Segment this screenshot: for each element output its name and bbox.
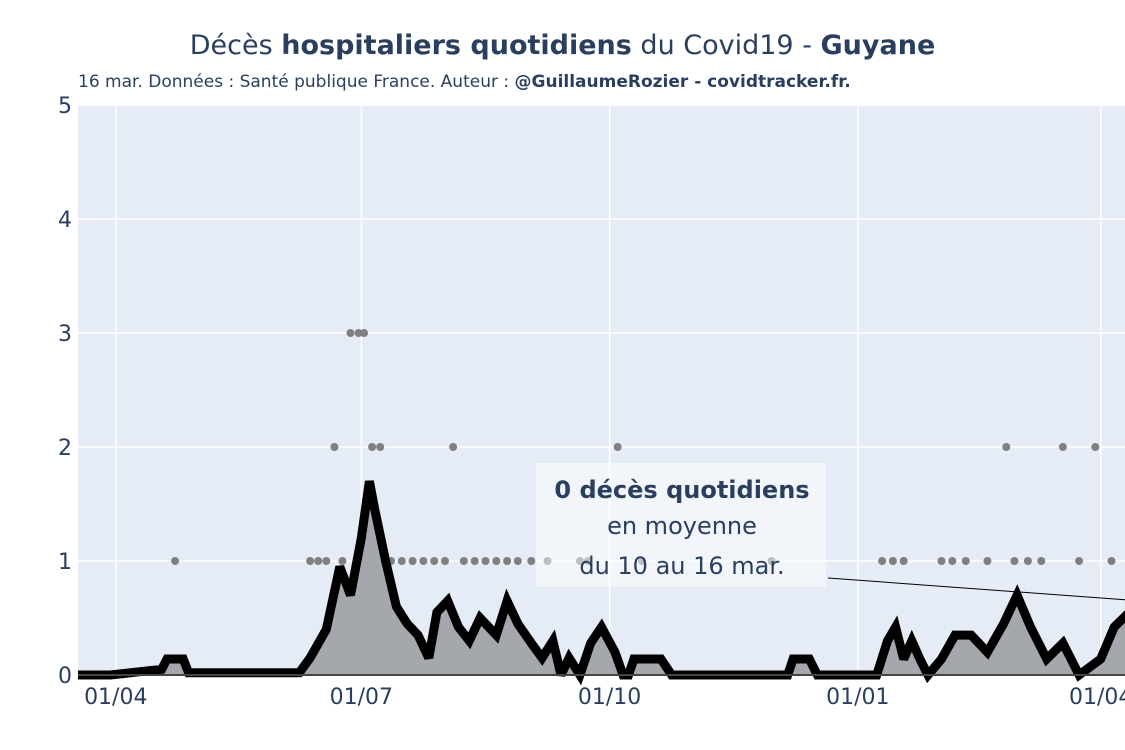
- y-tick-label-1: 1: [58, 550, 72, 575]
- average-area-fill: [78, 481, 1125, 675]
- axes: 01234501/0401/0701/1001/0101/0401/0701/1…: [58, 94, 1125, 710]
- daily-point-36: [961, 557, 970, 565]
- daily-point-23: [513, 557, 522, 565]
- x-tick-label-4: 01/04: [1069, 685, 1125, 710]
- daily-point-19: [470, 557, 479, 565]
- daily-point-17: [449, 443, 458, 451]
- daily-point-37: [983, 557, 992, 565]
- daily-point-31: [878, 557, 887, 565]
- daily-point-33: [899, 557, 908, 565]
- y-tick-label-5: 5: [58, 94, 72, 119]
- daily-point-18: [459, 557, 468, 565]
- daily-point-22: [503, 557, 512, 565]
- daily-point-4: [330, 443, 339, 451]
- daily-point-38: [1002, 443, 1011, 451]
- daily-point-40: [1023, 557, 1032, 565]
- daily-point-2: [314, 557, 323, 565]
- daily-point-44: [1091, 443, 1100, 451]
- daily-point-9: [368, 443, 377, 451]
- y-tick-label-2: 2: [58, 436, 72, 461]
- daily-point-32: [888, 557, 897, 565]
- x-tick-label-0: 01/04: [84, 685, 147, 710]
- daily-point-41: [1037, 557, 1046, 565]
- y-tick-label-3: 3: [58, 322, 72, 347]
- daily-point-15: [430, 557, 439, 565]
- daily-point-0: [171, 557, 180, 565]
- x-tick-label-2: 01/10: [578, 685, 641, 710]
- chart-subtitle: 16 mar. Données : Santé publique France.…: [78, 72, 851, 92]
- x-tick-label-3: 01/01: [826, 685, 889, 710]
- average-area: [78, 481, 1125, 675]
- daily-point-5: [338, 557, 347, 565]
- daily-point-21: [492, 557, 501, 565]
- daily-point-1: [306, 557, 315, 565]
- y-tick-label-0: 0: [58, 664, 72, 689]
- daily-point-35: [948, 557, 957, 565]
- y-tick-label-4: 4: [58, 208, 72, 233]
- daily-point-3: [322, 557, 331, 565]
- daily-point-39: [1010, 557, 1019, 565]
- plot-area: [78, 105, 1125, 675]
- average-line-path: [78, 480, 1125, 686]
- daily-point-8: [360, 329, 368, 337]
- annotation: 0 décès quotidiens en moyenne du 10 au 16 …: [536, 463, 1125, 601]
- daily-point-45: [1107, 557, 1116, 565]
- daily-point-6: [346, 329, 355, 337]
- daily-point-24: [527, 557, 536, 565]
- average-line: [78, 480, 1125, 686]
- annotation-line-1: 0 décès quotidiens: [554, 476, 809, 504]
- daily-point-34: [937, 557, 946, 565]
- daily-point-28: [613, 443, 622, 451]
- daily-point-12: [397, 557, 406, 565]
- annotation-line-3: du 10 au 16 mar.: [579, 552, 784, 580]
- daily-point-20: [481, 557, 490, 565]
- annotation-arrow: [827, 577, 1125, 601]
- daily-point-42: [1058, 443, 1067, 451]
- daily-point-16: [441, 557, 449, 565]
- x-tick-label-1: 01/07: [330, 685, 393, 710]
- daily-point-13: [408, 557, 417, 565]
- annotation-box: [536, 463, 826, 587]
- annotation-line-2: en moyenne: [607, 512, 757, 540]
- daily-point-14: [419, 557, 428, 565]
- daily-point-43: [1075, 557, 1084, 565]
- chart-title: Décès hospitaliers quotidiens du Covid19…: [189, 30, 936, 61]
- daily-point-10: [376, 443, 385, 451]
